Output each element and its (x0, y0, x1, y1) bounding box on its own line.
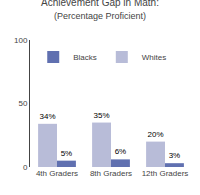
svg-text:4th Graders: 4th Graders (36, 169, 78, 178)
svg-text:Blacks: Blacks (73, 53, 97, 62)
svg-text:5%: 5% (61, 149, 73, 158)
svg-text:50: 50 (18, 99, 27, 108)
svg-text:35%: 35% (94, 111, 110, 120)
svg-text:12th Graders: 12th Graders (142, 169, 189, 178)
svg-text:Achievement Gap in Math:(Perce: Achievement Gap in Math:(Percentage Prof… (41, 0, 159, 21)
svg-text:Whites: Whites (142, 53, 166, 62)
svg-text:34%: 34% (40, 112, 56, 121)
svg-text:20%: 20% (148, 130, 164, 139)
svg-text:100: 100 (14, 36, 28, 45)
svg-text:3%: 3% (169, 151, 181, 160)
svg-text:0: 0 (23, 163, 28, 172)
svg-text:6%: 6% (115, 147, 127, 156)
svg-text:8th Graders: 8th Graders (90, 169, 132, 178)
